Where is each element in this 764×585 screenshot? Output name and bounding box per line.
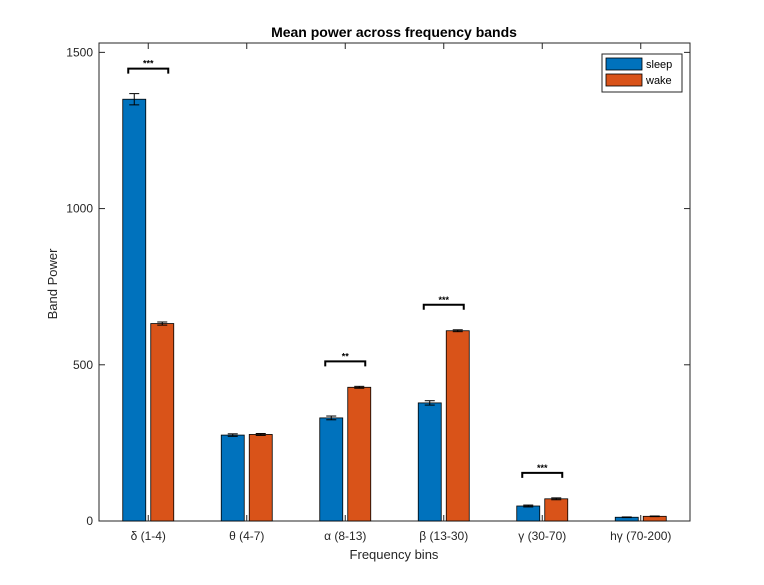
bar-wake (445, 330, 470, 522)
significance-bracket (422, 303, 465, 310)
y-tick-label: 500 (73, 358, 93, 372)
significance-label: *** (537, 463, 548, 473)
significance-bracket (324, 360, 367, 367)
legend-label-sleep: sleep (646, 59, 672, 71)
bar-wake (150, 323, 175, 522)
bar-wake (347, 386, 372, 522)
legend: sleep wake (601, 53, 683, 93)
bar-wake (544, 498, 569, 522)
significance-bracket (521, 471, 564, 478)
y-axis-title: Band Power (45, 248, 60, 319)
bar-sleep (122, 98, 147, 522)
plot-area-box (98, 42, 691, 522)
bar-sleep (319, 417, 344, 522)
x-tick-label: β (13-30) (419, 529, 468, 543)
bar-sleep (220, 434, 245, 522)
x-tick-label: hγ (70-200) (610, 529, 671, 543)
legend-label-wake: wake (645, 75, 672, 87)
y-tick-label: 1500 (66, 45, 93, 59)
x-tick-label: θ (4-7) (229, 529, 264, 543)
significance-label: *** (143, 59, 154, 69)
legend-swatch-wake (605, 73, 643, 87)
legend-swatch-sleep (605, 57, 643, 71)
x-axis-title: Frequency bins (350, 547, 439, 562)
significance-label: ** (342, 351, 350, 361)
significance-label: *** (438, 295, 449, 305)
significance-markers: *********** (127, 59, 564, 478)
axes: 0 500 1000 1500 δ (1-4) θ (4-7) α (8-13) β (13-… (66, 42, 691, 543)
bar-sleep (417, 402, 442, 522)
x-tick-label: γ (30-70) (518, 529, 566, 543)
bar-wake (248, 434, 273, 522)
significance-bracket (127, 67, 170, 74)
bars (122, 93, 667, 522)
chart-title: Mean power across frequency bands (271, 24, 517, 40)
x-tick-label: δ (1-4) (131, 529, 166, 543)
x-tick-label: α (8-13) (324, 529, 366, 543)
bar-sleep (516, 505, 541, 522)
y-tick-label: 1000 (66, 202, 93, 216)
y-tick-label: 0 (86, 514, 93, 528)
